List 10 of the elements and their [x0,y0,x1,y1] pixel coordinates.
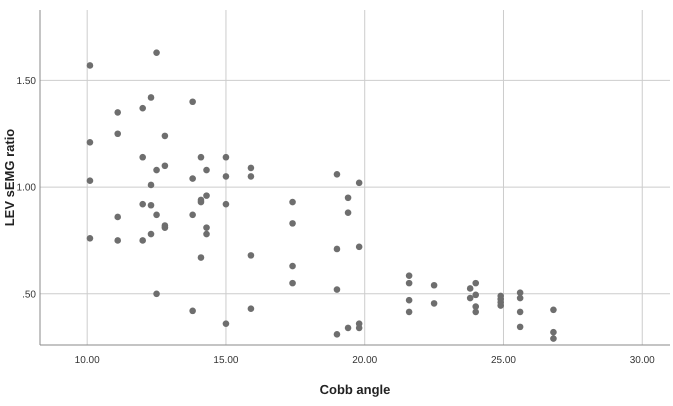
y-tick-label: 1.00 [16,182,36,194]
y-tick-label: .50 [22,289,36,300]
x-tick-label: 15.00 [213,355,239,366]
x-tick-label: 30.00 [630,355,656,366]
y-axis-title: LEV sEMG ratio [2,128,17,226]
x-axis-title: Cobb angle [320,382,390,397]
x-tick-label: 10.00 [74,355,100,366]
x-tick-label: 20.00 [352,355,378,366]
y-tick-label: 1.50 [16,76,36,87]
x-tick-label: 25.00 [490,355,516,366]
